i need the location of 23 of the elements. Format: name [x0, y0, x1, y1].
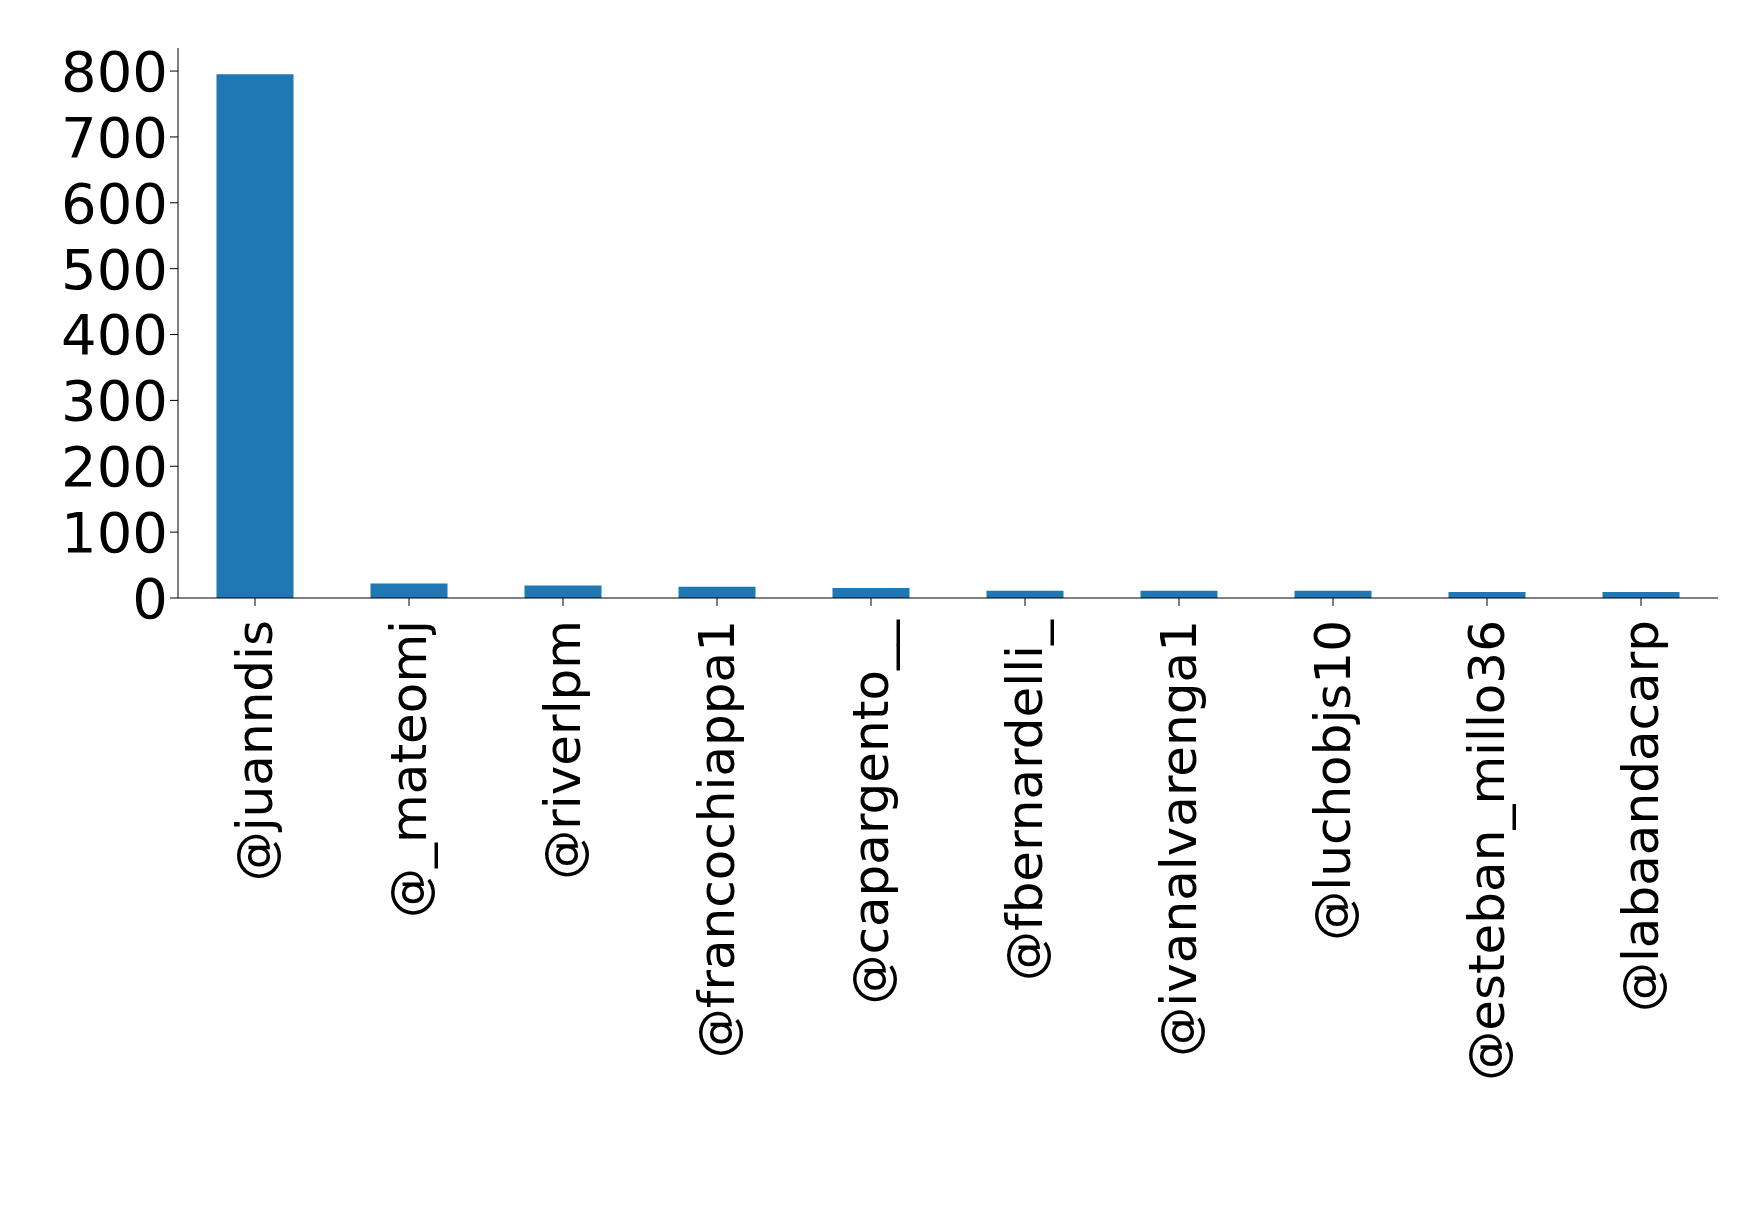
x-tick-label: @capargento__ [842, 619, 900, 1005]
y-tick-label: 800 [61, 38, 168, 104]
y-tick-label: 400 [61, 302, 168, 368]
x-tick-label: @fbernardelli_ [996, 619, 1054, 981]
x-tick-label: @_mateomj [380, 620, 438, 918]
y-tick-label: 300 [61, 368, 168, 434]
y-tick-label: 600 [61, 170, 168, 236]
y-tick-label: 100 [61, 500, 168, 566]
y-tick-label: 500 [61, 236, 168, 302]
y-tick-label: 0 [132, 565, 168, 631]
bar [216, 74, 294, 598]
x-tick-label: @esteban_millo36 [1458, 620, 1516, 1081]
x-tick-label: @juanndis [226, 620, 284, 882]
x-tick-label: @francochiappa1 [688, 620, 746, 1059]
x-tick-label: @labaandacarp [1612, 620, 1670, 1013]
x-tick-label: @luchobjs10 [1304, 620, 1362, 941]
x-tick-label: @riverlpm [534, 620, 592, 880]
x-tick-label: @ivanalvarenga1 [1150, 620, 1208, 1057]
bar [370, 583, 448, 598]
y-tick-label: 200 [61, 434, 168, 500]
y-tick-label: 700 [61, 104, 168, 170]
bar [832, 588, 910, 598]
bar [524, 585, 602, 598]
